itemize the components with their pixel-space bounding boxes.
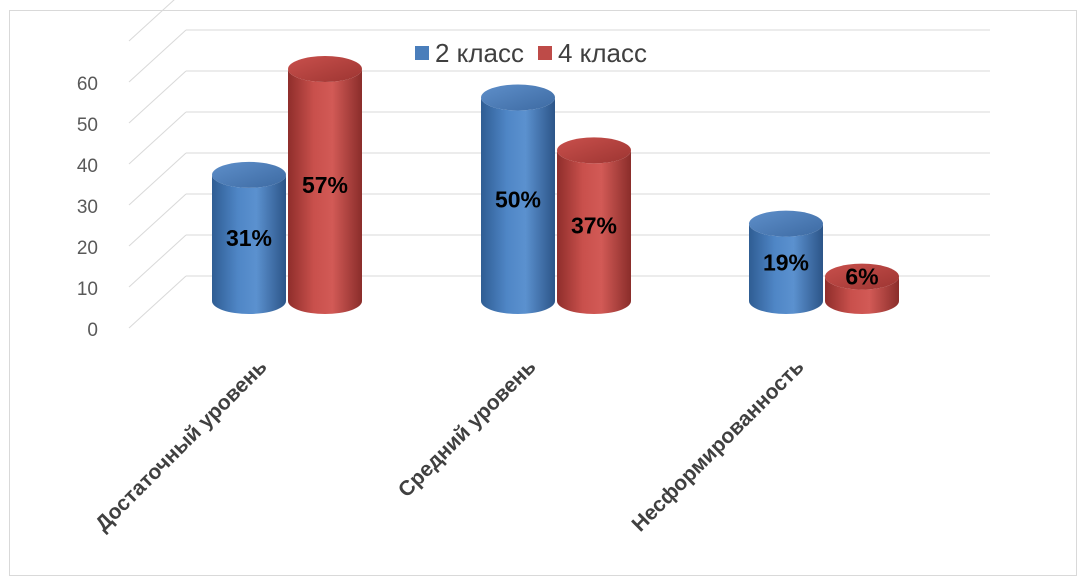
gridline [128,70,990,124]
x-tick-label: Несформированность [628,355,809,536]
x-tick-label: Достаточный уровень [91,355,272,536]
gridline [128,0,175,42]
bar [212,161,286,314]
legend-item-series-1: 2 класс [415,38,524,69]
y-tick-label: 10 [77,279,98,300]
y-tick-label: 20 [77,238,98,259]
bar [557,137,631,314]
y-tick-label: 0 [87,320,98,341]
data-label: 57% [302,172,348,198]
y-tick-label: 50 [77,115,98,136]
legend-swatch-series-1 [415,46,429,60]
y-tick-label: 40 [77,156,98,177]
legend-swatch-series-2 [537,46,552,60]
bar [481,84,555,314]
data-label: 50% [495,186,541,212]
legend-label-series-2: 4 класс [557,37,647,68]
gridline [128,29,990,83]
bars [212,56,899,314]
legend-item-series-2: 4 класс [537,37,647,69]
data-label: 31% [226,225,272,251]
bar [825,263,899,314]
bar [288,56,362,314]
data-label: 37% [571,213,617,239]
x-axis-ticks: Достаточный уровень Средний уровень Несфор… [91,355,809,536]
y-tick-label: 30 [77,197,98,218]
data-label: 6% [845,264,878,290]
data-labels: 31% 50% 19% 57% 37% 6% [226,172,879,290]
bar [749,210,823,314]
legend-label-series-1: 2 класс [435,37,524,68]
data-label: 19% [763,249,809,275]
x-tick-label: Средний уровень [394,355,541,502]
legend: 2 класс 4 класс [415,38,647,68]
y-tick-label: 60 [77,74,98,95]
y-axis-ticks: 0 10 20 30 40 50 60 [77,74,98,341]
